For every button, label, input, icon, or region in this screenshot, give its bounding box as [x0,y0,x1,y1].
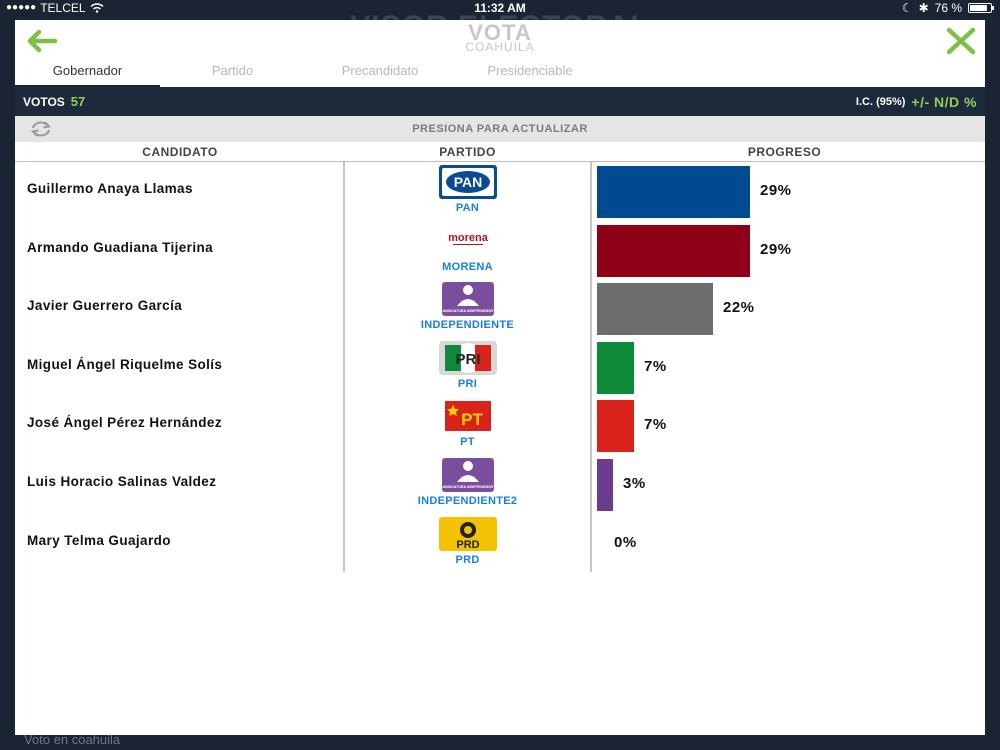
summary-bar: VOTOS 57 I.C. (95%) +/- N/D % [15,87,985,116]
party-name[interactable]: PT [460,436,475,449]
progress-percent: 29% [760,182,792,199]
pt-logo: PT [444,401,491,432]
ic-label: I.C. (95%) [855,95,906,108]
svg-text:CANDIDATURA INDEPENDIENTE: CANDIDATURA INDEPENDIENTE [439,485,496,489]
votes-value: 57 [70,94,86,109]
tab-partido[interactable]: Partido [211,63,254,78]
progress-percent: 7% [644,416,667,434]
modal-header: VOTA COAHUILA [15,20,985,60]
clock: 11:32 AM [474,1,526,15]
party-cell: PAN PAN [345,165,590,214]
close-icon[interactable] [945,27,977,55]
candidate-name: Luis Horacio Salinas Valdez [27,474,217,489]
party-cell: CANDIDATURA INDEPENDIENTE INDEPENDIENTE [345,282,590,331]
header-divider [15,161,985,162]
signal-icon: ●●●●● [6,2,37,13]
party-name[interactable]: PRD [455,553,480,566]
confidence-interval: I.C. (95%) +/- N/D % [856,94,977,110]
candidate-name: Javier Guerrero García [27,298,183,314]
refresh-label: PRESIONA PARA ACTUALIZAR [412,123,588,135]
candidate-name: José Ángel Pérez Hernández [27,415,222,431]
column-header-progress: PROGRESO [747,145,822,159]
pri-logo: PRI [438,340,497,375]
party-name[interactable]: MORENA [442,260,493,273]
progress-percent: 7% [644,357,667,375]
party-cell: PRD PRD [345,516,590,566]
party-cell: PT PT [345,399,590,448]
party-name[interactable]: PRI [457,377,478,390]
morena-logo: morena [448,232,489,245]
progress-bar [597,459,613,511]
progress-bar [597,166,750,218]
bluetooth-icon: ✱ [918,1,929,15]
votes-label: VOTOS [23,94,65,109]
candidate-row: Guillermo Anaya Llamas PAN PAN 29% [15,162,985,220]
pan-logo: PAN [438,165,497,199]
column-divider [343,162,345,572]
party-cell: morena MORENA [345,224,590,273]
independiente-logo: CANDIDATURA INDEPENDIENTE [439,282,496,317]
svg-text:PT: PT [461,410,483,429]
refresh-icon [31,121,51,137]
battery-fill [970,5,987,11]
tab-presidenciable[interactable]: Presidenciable [487,63,573,78]
independiente-logo: CANDIDATURA INDEPENDIENTE [439,458,496,492]
candidate-row: Javier Guerrero García CANDIDATURA INDEPE… [15,279,985,337]
moon-icon: ☾ [901,1,913,15]
progress-percent: 0% [614,533,637,551]
status-bar: ●●●●● TELCEL 11:32 AM ☾ ✱ 76 % [0,0,1000,16]
svg-text:PRI: PRI [455,351,480,368]
progress-bar [597,341,634,394]
modal-subtitle: COAHUILA [465,40,535,54]
party-name[interactable]: INDEPENDIENTE2 [417,495,518,507]
modal-title: VOTA [468,20,532,45]
column-divider [590,162,592,572]
results-modal: VOTA COAHUILA Gobernador Partido Precand… [15,20,985,735]
ic-value: +/- N/D % [911,93,977,110]
column-header-party: PARTIDO [439,145,496,159]
wifi-icon [90,3,104,13]
battery-percent: 76 % [934,1,962,15]
candidate-row: Miguel Ángel Riquelme Solís PRI PRI 7% [15,338,985,396]
candidate-row: Armando Guadiana Tijerina morena MORENA 29% [15,221,985,279]
candidate-name: Armando Guadiana Tijerina [27,239,214,255]
candidate-name: Mary Telma Guajardo [27,532,171,548]
progress-bar [597,400,634,453]
prd-logo: PRD [438,516,497,551]
background-footer: Voto en coahuila [24,732,121,747]
candidate-row: Mary Telma Guajardo PRD PRD 0% [15,514,985,572]
party-cell: CANDIDATURA INDEPENDIENTE INDEPENDIENTE2 [345,458,590,507]
refresh-button[interactable]: PRESIONA PARA ACTUALIZAR [15,116,985,142]
candidate-row: Luis Horacio Salinas Valdez CANDIDATURA I… [15,455,985,513]
candidate-name: Miguel Ángel Riquelme Solís [27,356,223,372]
party-cell: PRI PRI [345,340,590,390]
party-name[interactable]: INDEPENDIENTE [420,319,515,332]
progress-percent: 3% [623,475,646,492]
tab-gobernador[interactable]: Gobernador [15,60,160,87]
party-name[interactable]: PAN [455,202,480,214]
progress-bar [597,224,750,277]
svg-text:morena: morena [448,232,489,244]
tab-precandidato[interactable]: Precandidato [341,63,419,78]
battery-icon [968,3,994,13]
candidate-row: José Ángel Pérez Hernández PT PT 7% [15,396,985,454]
tab-bar: Gobernador Partido Precandidato Presiden… [15,60,985,87]
candidate-name: Guillermo Anaya Llamas [27,181,193,196]
progress-percent: 22% [723,299,755,317]
svg-text:CANDIDATURA INDEPENDIENTE: CANDIDATURA INDEPENDIENTE [439,309,496,313]
progress-percent: 29% [760,240,792,258]
back-arrow-icon[interactable] [25,28,57,54]
carrier-label: TELCEL [40,1,86,15]
progress-bar [597,283,713,336]
column-header-candidate: CANDIDATO [142,145,218,159]
svg-text:PAN: PAN [453,174,482,190]
svg-text:PRD: PRD [456,539,479,551]
